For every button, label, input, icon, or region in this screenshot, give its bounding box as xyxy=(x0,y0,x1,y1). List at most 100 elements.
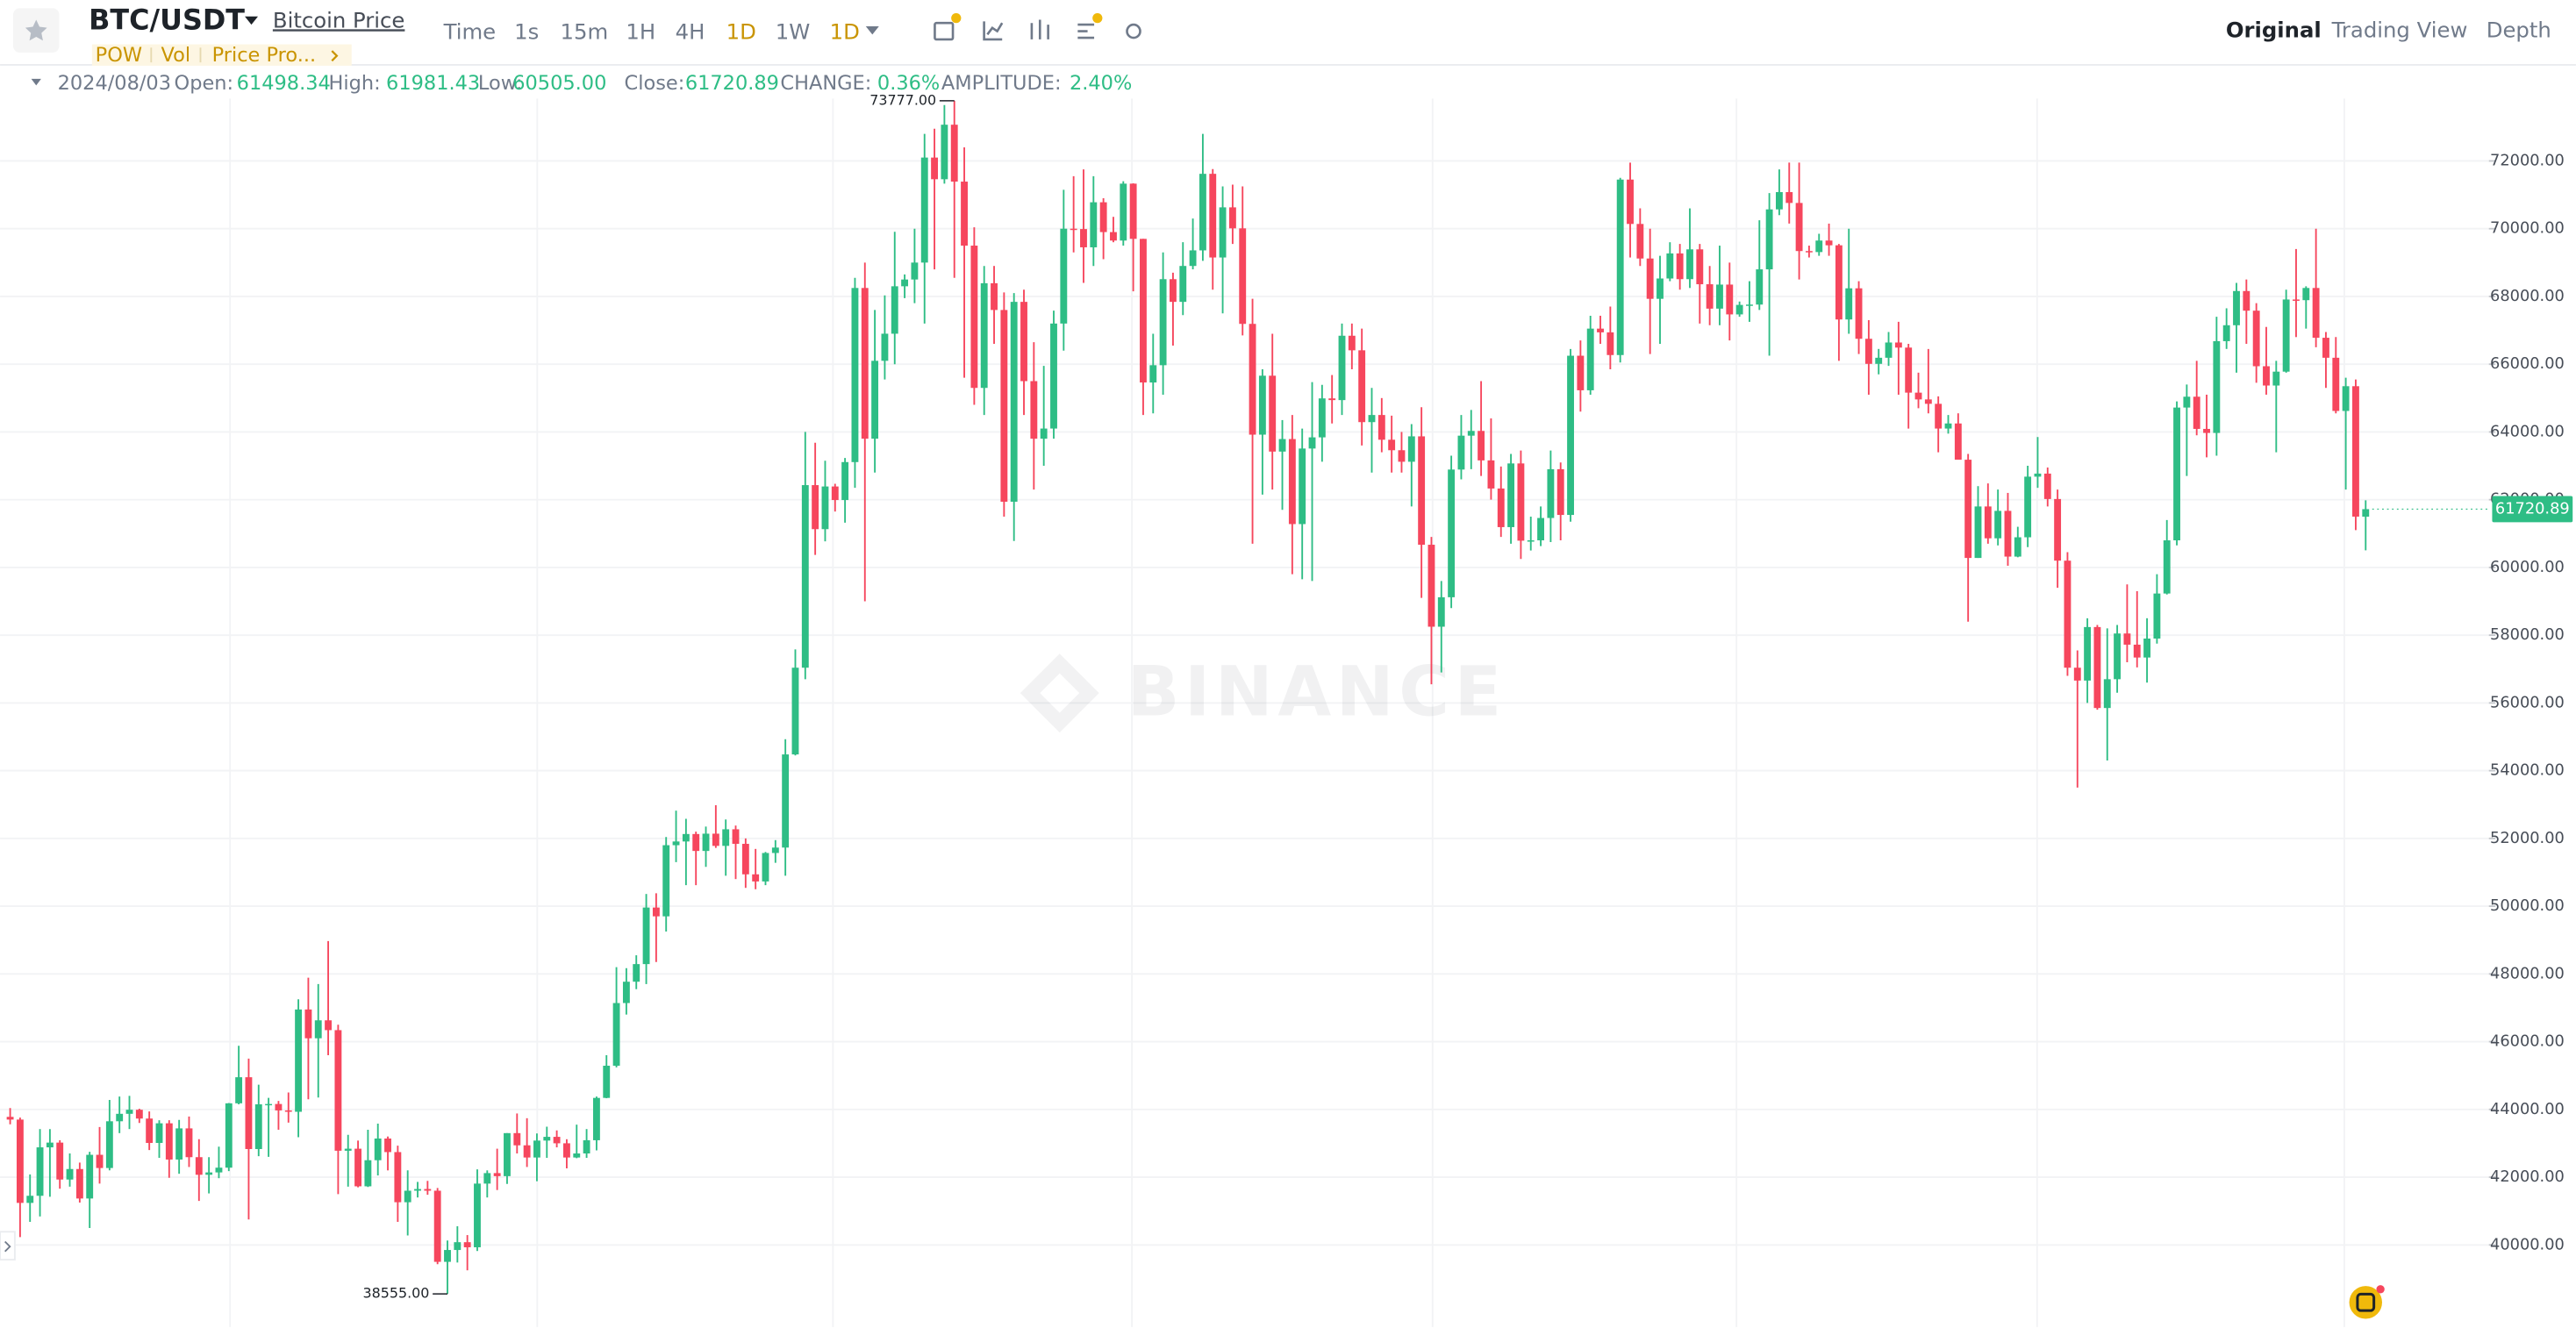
grid xyxy=(0,160,2489,1246)
candle-body xyxy=(642,907,650,965)
candle-body xyxy=(1924,399,1932,404)
interval-tab[interactable]: 1s xyxy=(514,18,539,44)
symbol-dropdown[interactable] xyxy=(245,16,259,25)
candle-body xyxy=(195,1157,203,1175)
candle-body xyxy=(1090,202,1098,247)
interval-tab[interactable]: 4H xyxy=(676,18,705,44)
candle-body xyxy=(1040,428,1048,439)
candle-body xyxy=(732,829,740,845)
view-tab-active[interactable]: Original xyxy=(2226,18,2322,43)
candle-body xyxy=(1696,249,1704,285)
candle-body xyxy=(404,1190,411,1203)
annotation-label: 38555.00 xyxy=(362,1285,429,1302)
candle-body xyxy=(66,1168,74,1180)
candle-body xyxy=(1318,398,1326,438)
candle-body xyxy=(1726,284,1734,315)
candle-body xyxy=(304,1009,312,1039)
interval-caret[interactable] xyxy=(865,25,879,35)
candle-body xyxy=(1556,468,1564,516)
candle-body xyxy=(2133,644,2141,658)
candle-body xyxy=(1616,179,1624,355)
info-toggle[interactable] xyxy=(31,78,41,86)
candle-body xyxy=(165,1123,173,1160)
candle-body xyxy=(1646,258,1654,299)
candle-body xyxy=(682,833,690,842)
interval-tab[interactable]: 1W xyxy=(776,18,811,44)
candle-body xyxy=(2153,593,2161,639)
candle-body xyxy=(2282,299,2290,372)
y-tick-label: 56000.00 xyxy=(2490,693,2565,711)
candle-body xyxy=(1110,232,1117,241)
y-tick-label: 52000.00 xyxy=(2490,829,2565,847)
candle-body xyxy=(2173,407,2180,541)
interval-tab-active[interactable]: 1D xyxy=(726,18,756,44)
expand-panel[interactable] xyxy=(0,1231,16,1261)
candle-body xyxy=(1000,310,1008,502)
candle-body xyxy=(771,847,779,853)
candle-body xyxy=(523,1145,531,1158)
expand-arrow xyxy=(4,1240,11,1253)
price-link[interactable]: Bitcoin Price xyxy=(273,7,405,32)
info-label: Low: xyxy=(478,72,523,95)
candle-body xyxy=(1586,328,1594,390)
y-tick-label: 58000.00 xyxy=(2490,625,2565,644)
candle-body xyxy=(2064,560,2072,668)
candle-body xyxy=(1597,328,1604,332)
candle-body xyxy=(553,1137,561,1144)
info-label: Close: xyxy=(625,72,685,95)
candle-body xyxy=(1189,250,1197,267)
info-label: Open: xyxy=(175,72,234,95)
candle-body xyxy=(6,1117,14,1120)
candle-body xyxy=(1497,488,1505,527)
candle-body xyxy=(1636,224,1644,259)
calendar-icon[interactable] xyxy=(934,21,955,41)
candle-body xyxy=(1129,183,1137,239)
tag[interactable]: POW xyxy=(96,44,142,67)
price-axis: 40000.00 42000.00 44000.00 46000.00 48000.00… xyxy=(2372,151,2573,1253)
candle-body xyxy=(1170,279,1177,303)
candle-body xyxy=(2143,639,2150,658)
candle-body xyxy=(1099,202,1107,232)
candle-body xyxy=(1149,365,1157,383)
indicator-icon[interactable] xyxy=(983,21,1004,41)
interval-tab[interactable]: 15m xyxy=(561,18,609,44)
candle-body xyxy=(1249,324,1256,435)
candle-body xyxy=(1935,403,1943,429)
candle-body xyxy=(2004,510,2012,557)
interval-dropdown[interactable]: 1D xyxy=(830,18,860,44)
candle-body xyxy=(741,844,749,875)
y-tick-label: 60000.00 xyxy=(2490,558,2565,576)
candle-body xyxy=(215,1167,223,1173)
candle-body xyxy=(1954,423,1962,461)
candle-body xyxy=(2272,371,2280,386)
candle-body xyxy=(1080,229,1087,247)
tag[interactable]: Price Pro... xyxy=(212,44,317,67)
candle-body xyxy=(2302,288,2310,301)
chat-button[interactable] xyxy=(2349,1286,2382,1319)
candle-body xyxy=(1994,510,2002,539)
candle-body xyxy=(652,907,660,917)
candle-body xyxy=(672,841,680,846)
gear-icon[interactable] xyxy=(1126,23,1141,39)
candle-body xyxy=(931,157,938,180)
view-tab[interactable]: Depth xyxy=(2487,18,2551,43)
candle-body xyxy=(1377,415,1385,440)
candle-body xyxy=(1805,251,1813,253)
candle-body xyxy=(722,829,730,846)
symbol[interactable]: BTC/USDT xyxy=(89,3,245,36)
candle-body xyxy=(2342,386,2350,411)
tag-more[interactable] xyxy=(331,50,339,62)
candle-body xyxy=(394,1152,402,1203)
candle-body xyxy=(2233,290,2240,325)
tool-icons xyxy=(934,12,1141,41)
interval-tab[interactable]: Time xyxy=(443,18,497,44)
tag[interactable]: Vol xyxy=(161,44,191,67)
candle-body xyxy=(2123,633,2131,645)
candle-body xyxy=(831,486,839,501)
candle-body xyxy=(354,1148,361,1187)
candle-body xyxy=(1398,450,1406,462)
interval-tab[interactable]: 1H xyxy=(626,18,655,44)
view-tab[interactable]: Trading View xyxy=(2331,18,2468,43)
candle-icon[interactable] xyxy=(1030,19,1049,39)
settings-list-icon[interactable] xyxy=(1077,23,1095,39)
